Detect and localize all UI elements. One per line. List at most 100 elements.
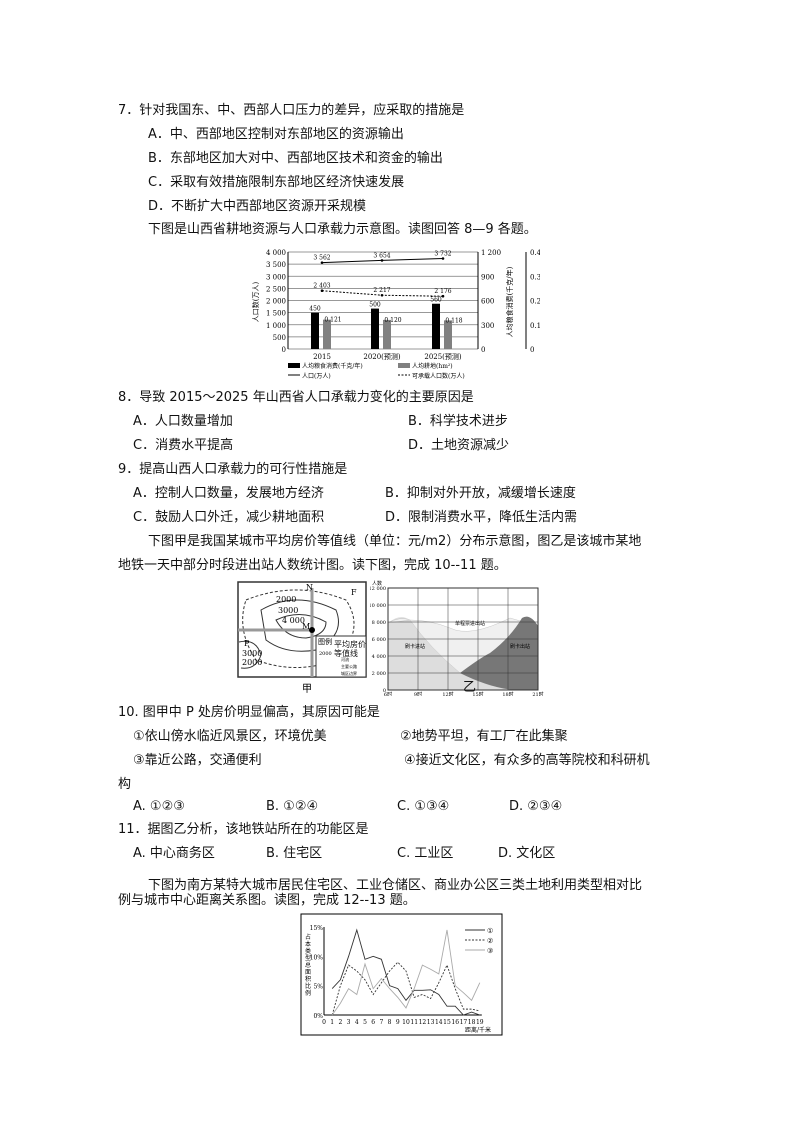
series-line — [331, 929, 481, 1016]
q11-option-c: C. 工业区 — [397, 846, 454, 861]
bar-grain — [432, 303, 440, 349]
point — [441, 294, 445, 298]
y-label-char: 面 — [305, 969, 311, 976]
y-tick-left: 500 — [273, 334, 286, 342]
data-label: 0.120 — [384, 317, 401, 324]
q8-option-b: B．科学技术进步 — [408, 414, 508, 429]
data-label: 2 403 — [313, 283, 330, 290]
y-label-right: 人均粮食消费(千克/年) — [505, 266, 514, 337]
legend-item-contour: 平均房价等值线 — [334, 640, 366, 658]
q10-reason-3: ③靠近公路，交通便利 — [133, 753, 262, 768]
y-label-char: 总 — [305, 961, 311, 969]
bar-farmland — [323, 319, 331, 349]
map-label: F — [351, 588, 357, 597]
map-caption: 甲 — [302, 684, 312, 695]
map-label: M — [302, 622, 310, 631]
series-line — [331, 961, 480, 1016]
y-tick-right2: 0.1 — [530, 322, 540, 330]
q9-stem: 9．提高山西人口承载力的可行性措施是 — [118, 462, 348, 477]
x-tick: 4 — [355, 1019, 359, 1026]
x-label: 距离/千米 — [465, 1026, 491, 1034]
legend-label: ③ — [487, 947, 493, 955]
x-tick: 9时 — [414, 691, 422, 696]
y-tick-left: 1 500 — [266, 310, 286, 318]
x-tick: 15时 — [472, 691, 483, 696]
point — [320, 289, 324, 293]
q10-option-c: C. ①③④ — [397, 799, 450, 814]
q10-reason-4: ④接近文化区，有众多的高等院校和科研机 — [404, 753, 650, 768]
legend-label: 人口(万人) — [302, 373, 331, 380]
legend-value: 2000 — [319, 651, 332, 657]
x-tick: 18时 — [502, 691, 513, 696]
bar-grain — [371, 308, 379, 349]
data-label: 0.118 — [445, 317, 462, 324]
y-tick: 6 000 — [372, 637, 386, 643]
intro-10-11-line1: 下图甲是我国某城市平均房价等值线（单位：元/m2）分布示意图，图乙是该城市某地 — [148, 534, 642, 549]
map-label: 2000 — [242, 658, 262, 667]
house-price-map: 2000 3000 4 000 N F M P 3000 2000 图例 200… — [237, 581, 367, 695]
q10-option-a: A. ①②③ — [133, 799, 185, 814]
q10-reason-2: ②地势平坦，有工厂在此集聚 — [400, 729, 568, 744]
x-tick: 2020(预测) — [363, 352, 401, 361]
data-label: 3 654 — [373, 252, 390, 259]
x-tick: 9 — [396, 1019, 400, 1026]
y-tick: 10 000 — [370, 603, 386, 609]
bar-farmland — [383, 319, 391, 349]
x-tick: 8 — [388, 1019, 392, 1026]
q10-option-d: D. ②③④ — [509, 799, 563, 814]
legend-item: 主要公路 — [341, 663, 357, 669]
data-label: 2 176 — [434, 288, 451, 295]
legend-swatch — [398, 363, 410, 368]
map-label: N — [306, 583, 313, 592]
legend-item: 河流 — [341, 656, 349, 662]
q9-option-a: A．控制人口数量，发展地方经济 — [133, 486, 324, 501]
legend-label: ① — [487, 927, 493, 935]
data-label: 2 217 — [373, 287, 390, 294]
x-tick: 6 — [371, 1019, 375, 1026]
chart-frame — [300, 913, 503, 1036]
y-tick: 4 000 — [372, 654, 386, 660]
y-tick: 0 — [383, 688, 386, 694]
q7-option-a: A．中、西部地区控制对东部地区的资源输出 — [148, 127, 404, 142]
map-label: 3000 — [278, 606, 298, 615]
x-tick: 3 — [347, 1019, 351, 1026]
x-tick: 1 — [330, 1019, 334, 1026]
q8-option-a: A．人口数量增加 — [133, 414, 233, 429]
y-axis-label: 人数 — [372, 580, 382, 587]
q11-option-d: D. 文化区 — [498, 846, 556, 861]
q11-option-a: A. 中心商务区 — [133, 846, 215, 861]
x-tick: 2 — [338, 1019, 342, 1026]
legend-title: 图例 — [318, 637, 332, 646]
y-label-left: 人口数(万人) — [251, 282, 260, 323]
point — [380, 259, 384, 262]
y-tick: 5% — [313, 984, 323, 991]
y-label-char: 占 — [305, 933, 311, 941]
y-tick: 10% — [310, 954, 324, 961]
y-tick-left: 3 000 — [266, 273, 286, 281]
x-tick: 11 — [410, 1019, 418, 1026]
y-tick: 8 000 — [372, 620, 386, 626]
legend-label: ② — [487, 937, 493, 945]
intro-12-13-line2: 例与城市中心距离关系图。读图，完成 12--13 题。 — [118, 893, 416, 908]
q9-option-c: C．鼓励人口外迁，减少耕地面积 — [133, 510, 325, 525]
x-tick: 2025(预测) — [424, 352, 462, 361]
y-tick-left: 3 500 — [266, 261, 286, 269]
y-label-char: 例 — [305, 989, 311, 997]
intro-8-9: 下图是山西省耕地资源与人口承载力示意图。读图回答 8—9 各题。 — [148, 222, 537, 237]
y-tick-left: 4 000 — [266, 249, 286, 257]
y-tick-right2: 0.2 — [530, 298, 540, 306]
data-label: 450 — [309, 306, 321, 313]
point — [320, 261, 324, 264]
area-label: 单程票进出站 — [455, 620, 485, 627]
data-label: 500 — [369, 302, 381, 309]
y-tick-left: 0 — [282, 346, 286, 354]
legend-swatch — [288, 363, 300, 368]
y-tick-right: 300 — [481, 322, 494, 330]
legend-label: 人均粮食消费(千克/年) — [302, 362, 363, 370]
data-label: 3 562 — [313, 255, 330, 262]
y-label-char: 积 — [305, 975, 311, 983]
y-tick-left: 2 500 — [266, 285, 286, 293]
intro-10-11-line2: 地铁一天中部分时段进出站人数统计图。读下图，完成 10--11 题。 — [118, 558, 507, 573]
data-label: 0.121 — [324, 317, 341, 324]
q9-option-b: B．抑制对外开放，减缓增长速度 — [385, 486, 576, 501]
